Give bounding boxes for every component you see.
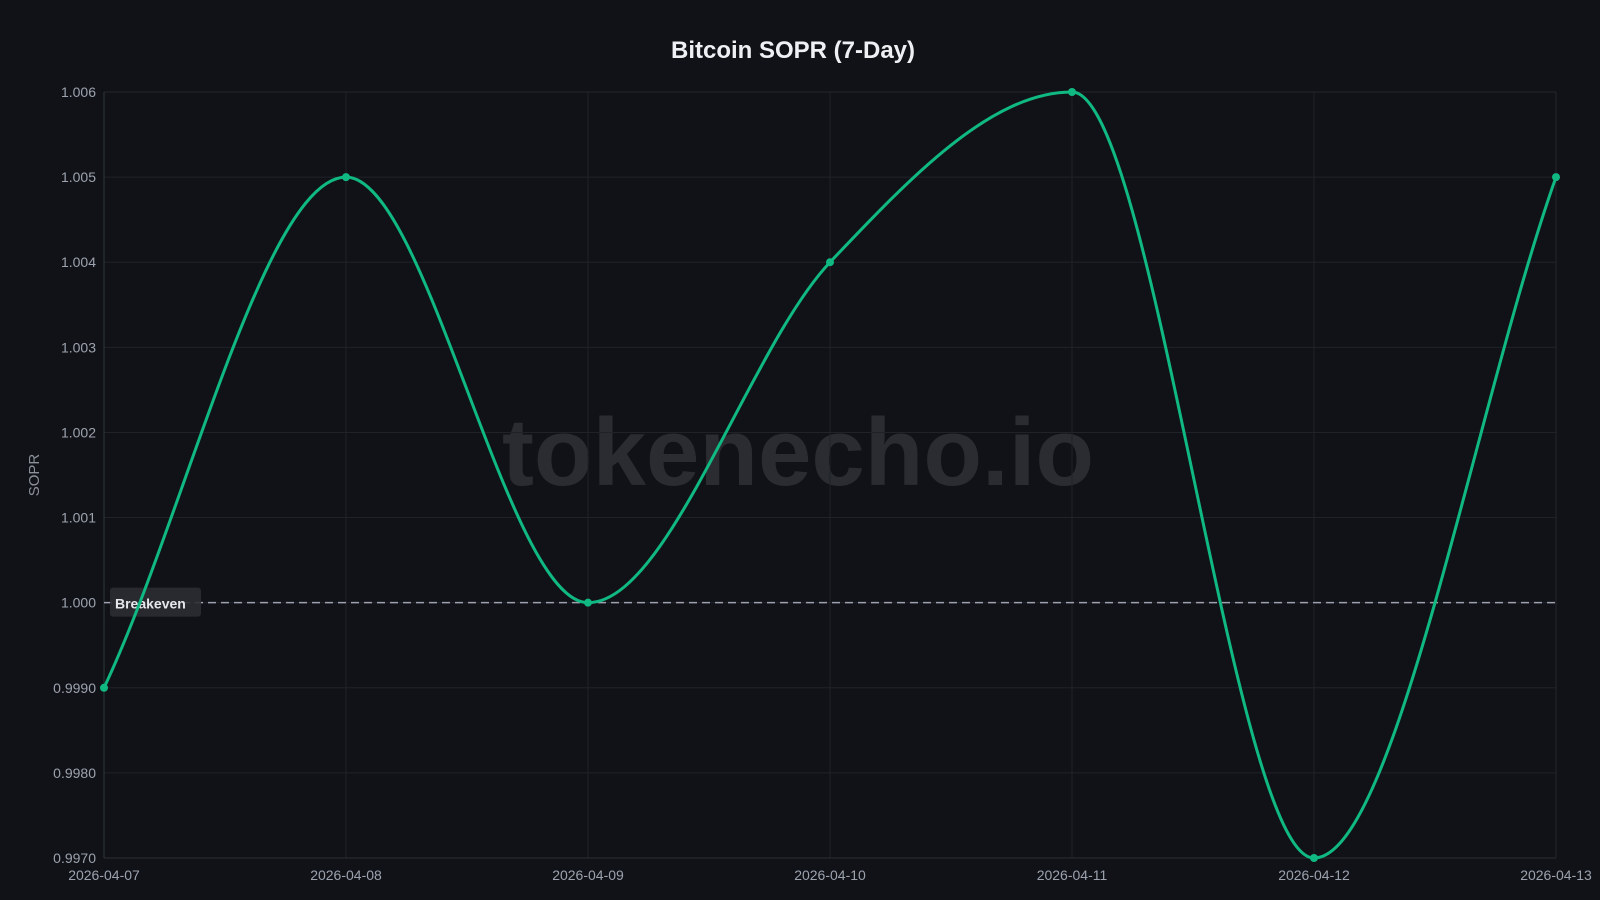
breakeven-label: Breakeven — [115, 596, 186, 612]
data-point — [1310, 854, 1318, 862]
x-tick-label: 2026-04-12 — [1278, 867, 1350, 883]
data-point — [584, 598, 592, 607]
x-tick-label: 2026-04-13 — [1520, 867, 1592, 883]
breakeven-label-bg — [110, 587, 201, 617]
y-tick-label: 0.9980 — [53, 765, 96, 781]
y-tick-label: 1.005 — [61, 169, 96, 185]
y-tick-label: 1.002 — [61, 424, 96, 440]
y-tick-label: 1.001 — [61, 510, 96, 526]
data-point — [826, 258, 834, 267]
y-tick-label: 0.9990 — [53, 680, 96, 696]
data-point — [1552, 173, 1560, 182]
watermark: tokenecho.io — [502, 399, 1094, 506]
data-point — [342, 173, 350, 182]
chart-title: Bitcoin SOPR (7-Day) — [671, 37, 915, 64]
data-point — [100, 683, 108, 692]
data-point — [1068, 88, 1076, 96]
x-tick-label: 2026-04-09 — [552, 867, 624, 883]
x-tick-label: 2026-04-10 — [794, 867, 866, 883]
x-tick-label: 2026-04-08 — [310, 867, 382, 883]
x-tick-label: 2026-04-07 — [68, 867, 140, 883]
y-tick-label: 0.9970 — [53, 850, 96, 866]
x-tick-label: 2026-04-11 — [1037, 867, 1108, 883]
y-tick-label: 1.003 — [61, 339, 96, 355]
y-axis-label: SOPR — [26, 454, 43, 497]
y-tick-label: 1.006 — [61, 84, 96, 100]
y-tick-label: 1.000 — [61, 595, 96, 611]
y-tick-label: 1.004 — [61, 254, 96, 270]
